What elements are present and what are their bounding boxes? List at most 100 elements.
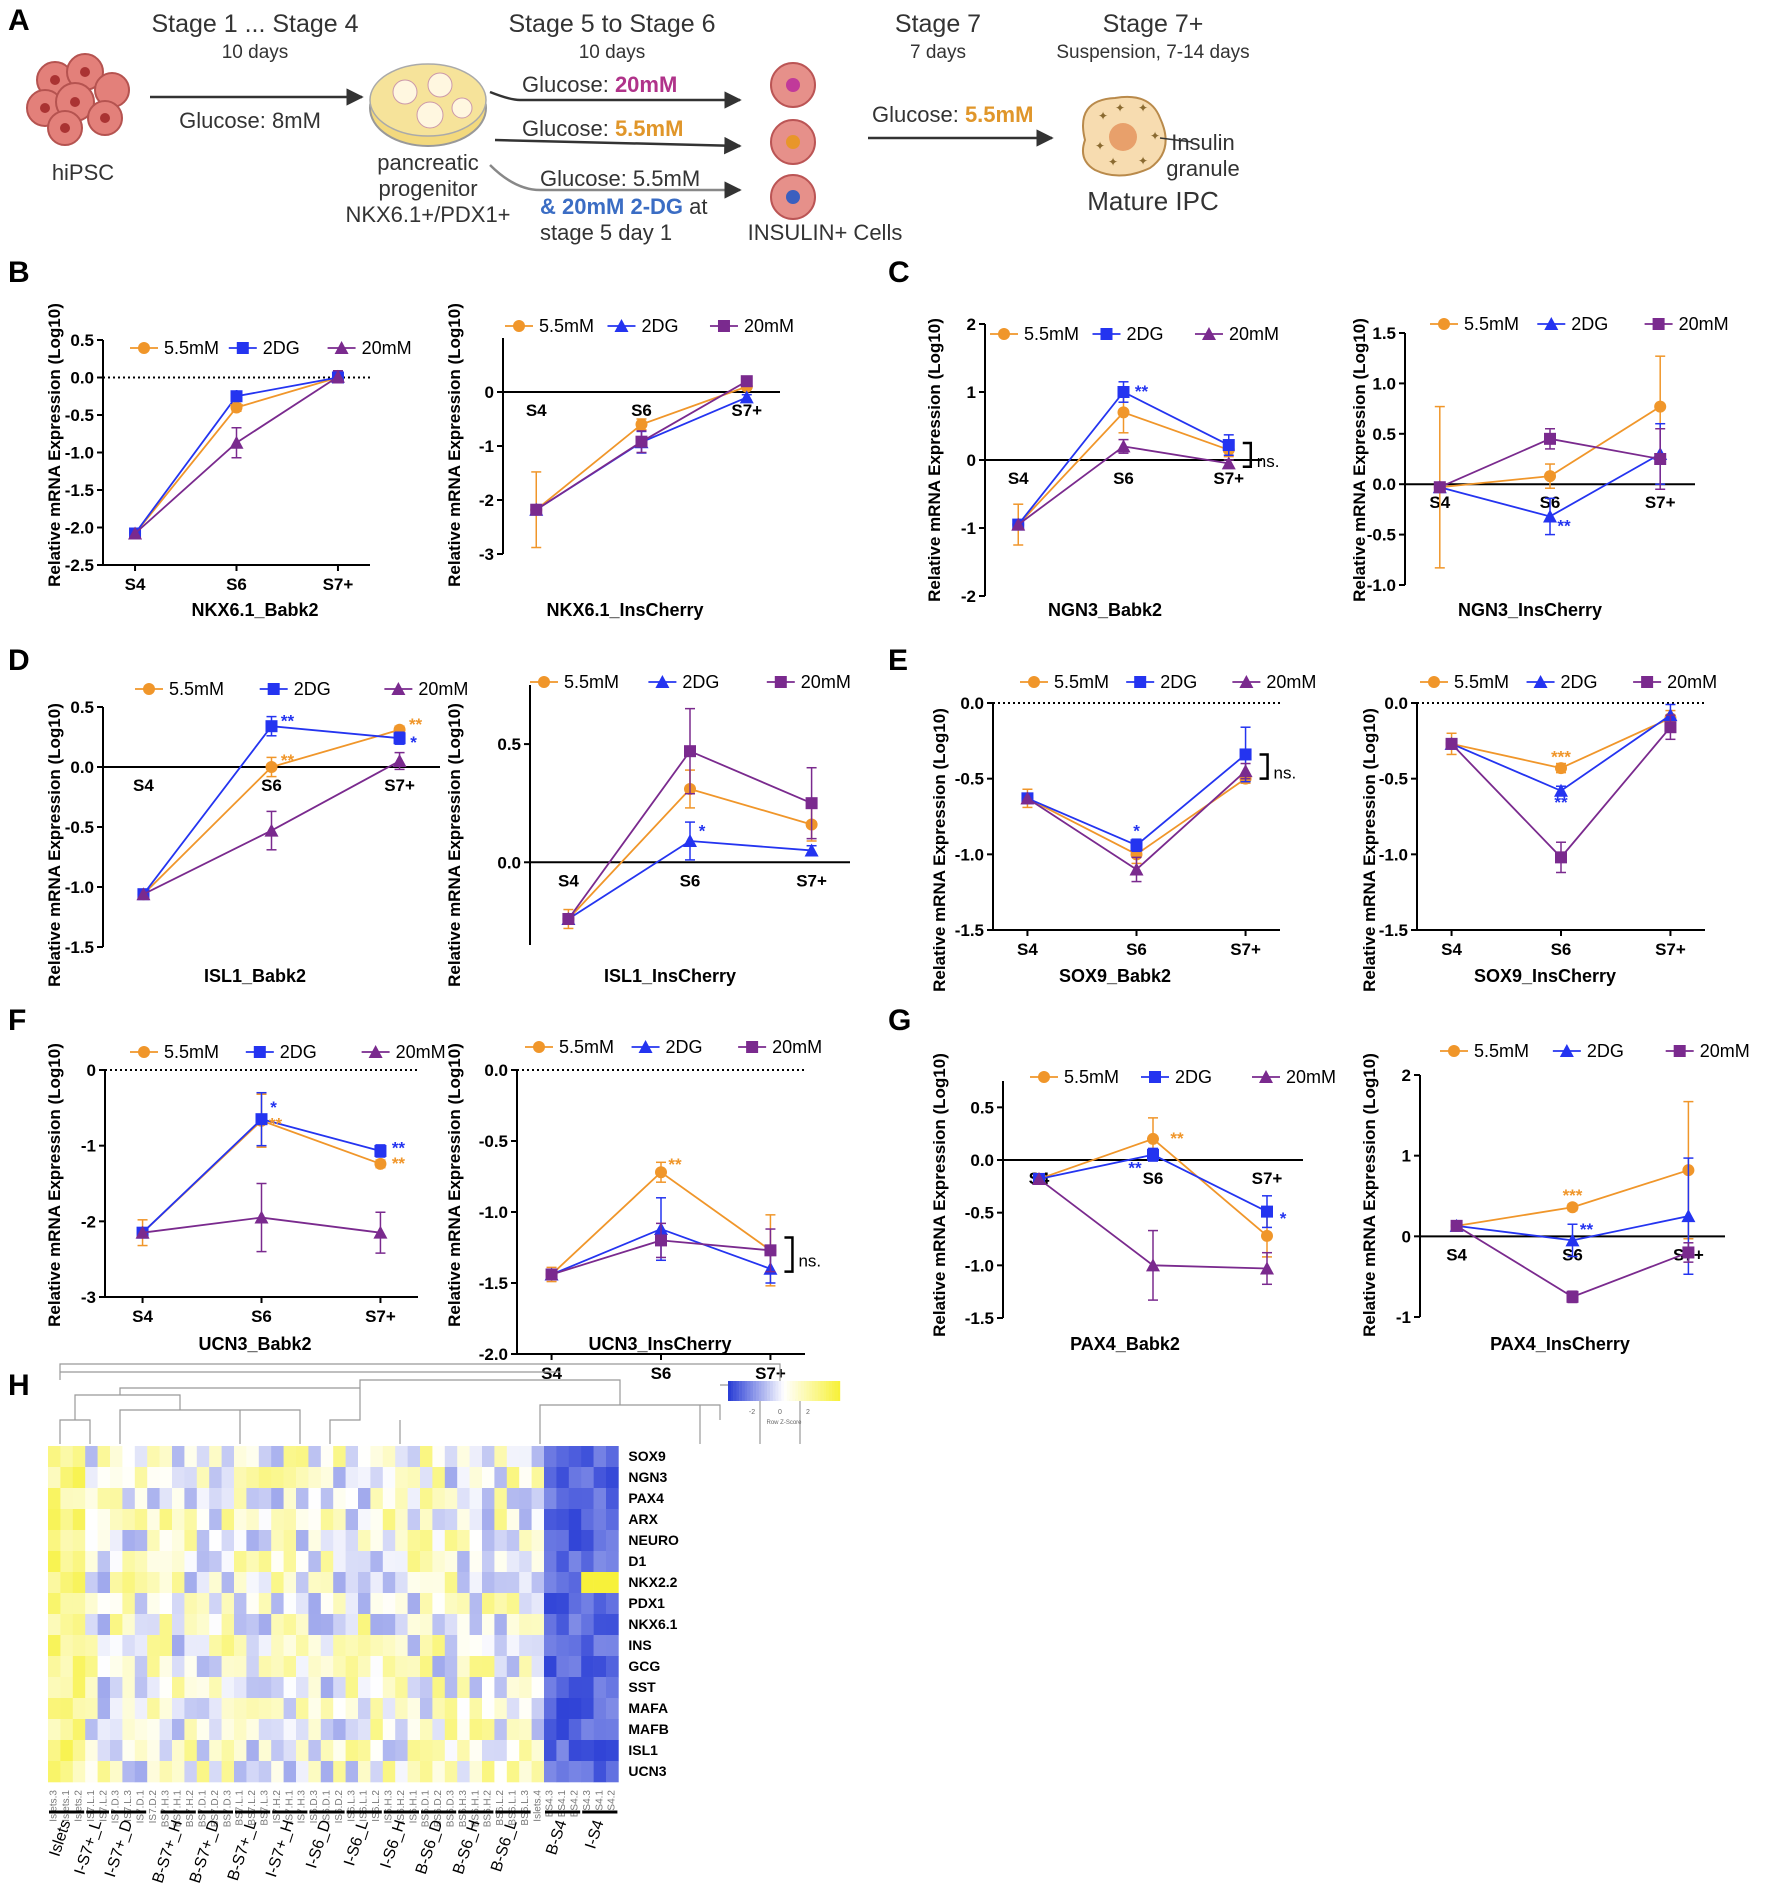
data-point (1433, 481, 1446, 494)
heatmap-cell (72, 1467, 86, 1489)
y-tick-label: 0.0 (970, 1151, 994, 1170)
heatmap-cell (308, 1761, 322, 1783)
heatmap-cell (444, 1614, 458, 1636)
heatmap-cell (432, 1446, 446, 1468)
heatmap-cell (48, 1719, 61, 1741)
heatmap-cell (172, 1488, 185, 1510)
column-label: BS6.D.2 (433, 1790, 444, 1828)
insulin-granule-line-2: granule (1166, 156, 1239, 181)
column-label: BS7.H.3 (160, 1790, 171, 1828)
heatmap-cell (320, 1698, 334, 1720)
scale-cell (747, 1381, 751, 1401)
heatmap-cell (457, 1488, 470, 1510)
heatmap-cell (283, 1488, 297, 1510)
heatmap-cell (494, 1761, 508, 1783)
column-label: Islets.4 (532, 1790, 543, 1822)
heatmap-cell (395, 1593, 408, 1615)
heatmap-cell (147, 1614, 160, 1636)
heatmap-cell (407, 1740, 421, 1762)
gene-label: D1 (628, 1553, 646, 1569)
data-point (1117, 386, 1130, 398)
heatmap-cell (432, 1719, 446, 1741)
data-point (655, 1166, 667, 1179)
heatmap-cell (606, 1551, 619, 1573)
legend: 5.5mM 2DG 20mM (130, 338, 412, 358)
legend-marker (638, 1040, 653, 1053)
heatmap-cell (320, 1635, 334, 1657)
heatmap-cell (568, 1761, 582, 1783)
heatmap-cell (72, 1593, 86, 1615)
chart-nkx_ins: 0 -1 -2 -3 S4 S6 S7+ 5.5mM 2DG 20mM Relative mRNA … (445, 303, 794, 620)
heatmap-cell (221, 1572, 235, 1594)
heatmap-cell (184, 1740, 198, 1762)
data-point (1129, 862, 1144, 876)
heatmap-cell (531, 1551, 545, 1573)
stage7-days: 7 days (910, 42, 966, 63)
heatmap-cell (444, 1698, 458, 1720)
line-charts: 0.50.0-0.5-1.0-1.5-2.0-2.5S4 S6 S7+***5.5m… (45, 303, 1750, 1383)
heatmap-cell (568, 1614, 582, 1636)
heatmap-cell (320, 1614, 334, 1636)
heatmap-cell (258, 1698, 272, 1720)
heatmap-cell (258, 1656, 272, 1678)
scale-cell (781, 1381, 785, 1401)
heatmap-cell (184, 1572, 198, 1594)
heatmap-cell (246, 1446, 260, 1468)
heatmap-cell (420, 1551, 433, 1573)
heatmap-cell (147, 1740, 160, 1762)
heatmap-cell (382, 1635, 396, 1657)
heatmap-cell (494, 1614, 508, 1636)
chart-title: SOX9_InsCherry (1474, 966, 1616, 986)
heatmap-cell (271, 1467, 284, 1489)
heatmap-cell (283, 1656, 297, 1678)
heatmap-cell (345, 1593, 359, 1615)
heatmap-cell (544, 1635, 557, 1657)
x-tick-label: S4 (1441, 940, 1462, 959)
group-label: I-S4 (582, 1818, 607, 1851)
heatmap-cell (568, 1530, 582, 1552)
heatmap-cell (581, 1761, 594, 1783)
column-label: IS7.H.1 (284, 1790, 295, 1824)
x-tick-label: S4 (1017, 940, 1038, 959)
heatmap-cell (482, 1635, 495, 1657)
hipsc-label: hiPSC (52, 160, 114, 185)
heatmap-cell (283, 1740, 297, 1762)
heatmap-cell (48, 1467, 61, 1489)
heatmap-cell (159, 1635, 173, 1657)
svg-text:✦: ✦ (1098, 109, 1108, 123)
heatmap-cell (122, 1488, 136, 1510)
heatmap-cell (246, 1719, 260, 1741)
heatmap-cell (432, 1740, 446, 1762)
significance-star: ** (1580, 1220, 1594, 1239)
significance-star: *** (1563, 1186, 1583, 1205)
heatmap-cell (556, 1530, 570, 1552)
heatmap-cell (606, 1656, 619, 1678)
insulin-granule-line-1: Insulin (1171, 130, 1235, 155)
glucose-2dg-line-2: & 20mM 2-DG at (540, 194, 708, 219)
chart-title: NGN3_Babk2 (1048, 600, 1162, 620)
dendrogram (59, 1363, 801, 1444)
heatmap-cell (134, 1677, 148, 1699)
heatmap-cell (147, 1593, 160, 1615)
heatmap-cell (296, 1509, 309, 1531)
heatmap-cell (196, 1677, 210, 1699)
heatmap-cell (134, 1509, 148, 1531)
heatmap-cell (358, 1488, 371, 1510)
x-tick-label: S7+ (1252, 1169, 1283, 1188)
heatmap-cell (420, 1635, 433, 1657)
data-point (562, 913, 575, 925)
heatmap-cell (159, 1698, 173, 1720)
chart-isl1_babk2: 0.50.0-0.5-1.0-1.5S4 S6 S7+*******5.5mM 2DG… (45, 679, 468, 987)
glucose-20-value: 20mM (615, 72, 677, 97)
data-point (254, 1210, 269, 1224)
heatmap-cell (308, 1719, 322, 1741)
heatmap-cell (60, 1530, 74, 1552)
y-axis-label: Relative mRNA Expression (Log10) (445, 1043, 464, 1327)
heatmap-cell (531, 1635, 545, 1657)
heatmap-cell (196, 1446, 210, 1468)
heatmap-cell (469, 1614, 483, 1636)
heatmap-cell (531, 1530, 545, 1552)
heatmap-cell (172, 1698, 185, 1720)
heatmap-cell (246, 1488, 260, 1510)
y-tick-label: -1.5 (955, 921, 984, 940)
